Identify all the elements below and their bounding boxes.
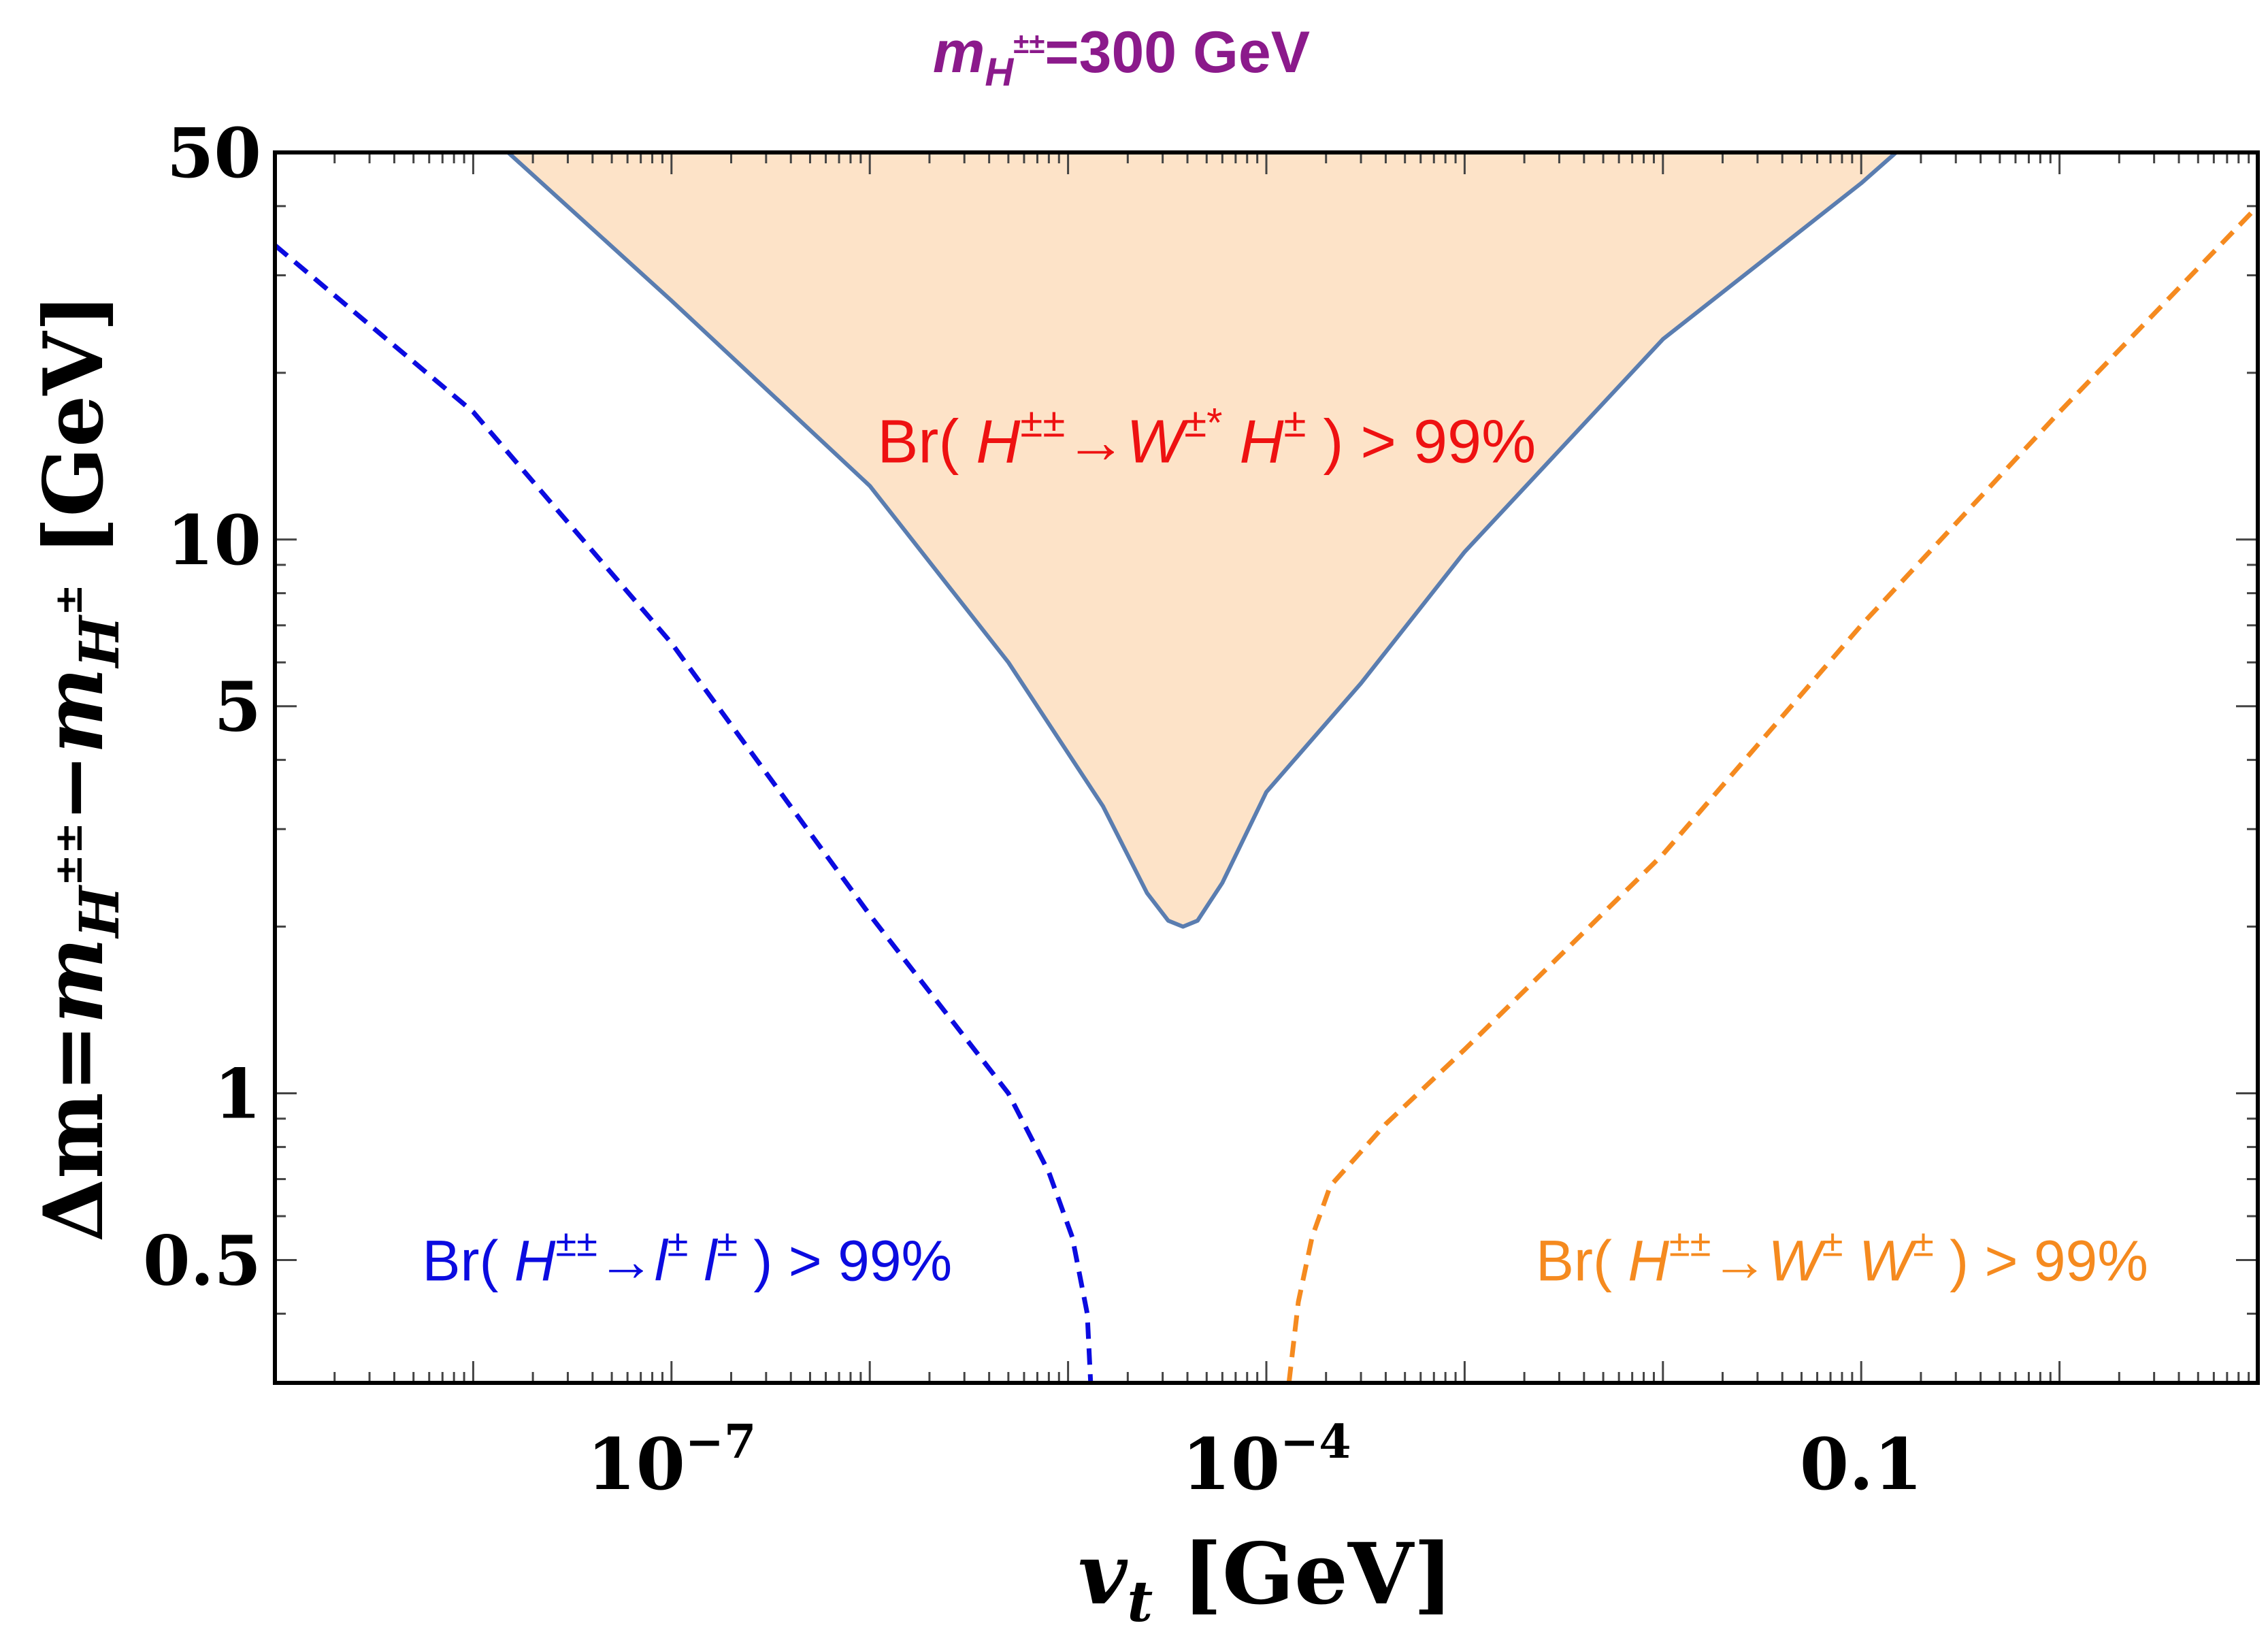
x-tick-label-0.1: 0.1 xyxy=(1800,1422,1923,1506)
chart-title: mH±±=300 GeV xyxy=(933,20,1310,95)
wh-boundary-line xyxy=(506,152,1898,929)
x-tick-label-1e-4: 10−4 xyxy=(1181,1415,1351,1506)
ll-boundary-dashed-line xyxy=(275,243,1094,1383)
y-tick-label-5: 5 xyxy=(214,667,261,747)
y-tick-label-10: 10 xyxy=(167,500,261,581)
plot-frame xyxy=(273,150,2260,1385)
y-tick-label-50: 50 xyxy=(167,113,261,193)
y-tick-label-1: 1 xyxy=(214,1054,261,1134)
wh-region-fill xyxy=(508,152,1896,927)
annotation-wh-region: Br( H±±→W±* H± ) > 99% xyxy=(877,399,1536,476)
x-tick-label-1e-7: 10−7 xyxy=(587,1415,756,1506)
ww-boundary-dashed-line xyxy=(1286,204,2258,1383)
annotation-ll-region: Br( H±±→l± l± ) > 99% xyxy=(422,1221,952,1292)
y-axis-label: Δm=mH±±−mH± [GeV] xyxy=(26,293,131,1242)
annotation-ww-region: Br( H±±→W± W± ) > 99% xyxy=(1536,1221,2148,1292)
x-axis-label: vt [GeV] xyxy=(1078,1525,1453,1634)
y-tick-label-0.5: 0.5 xyxy=(143,1220,261,1301)
